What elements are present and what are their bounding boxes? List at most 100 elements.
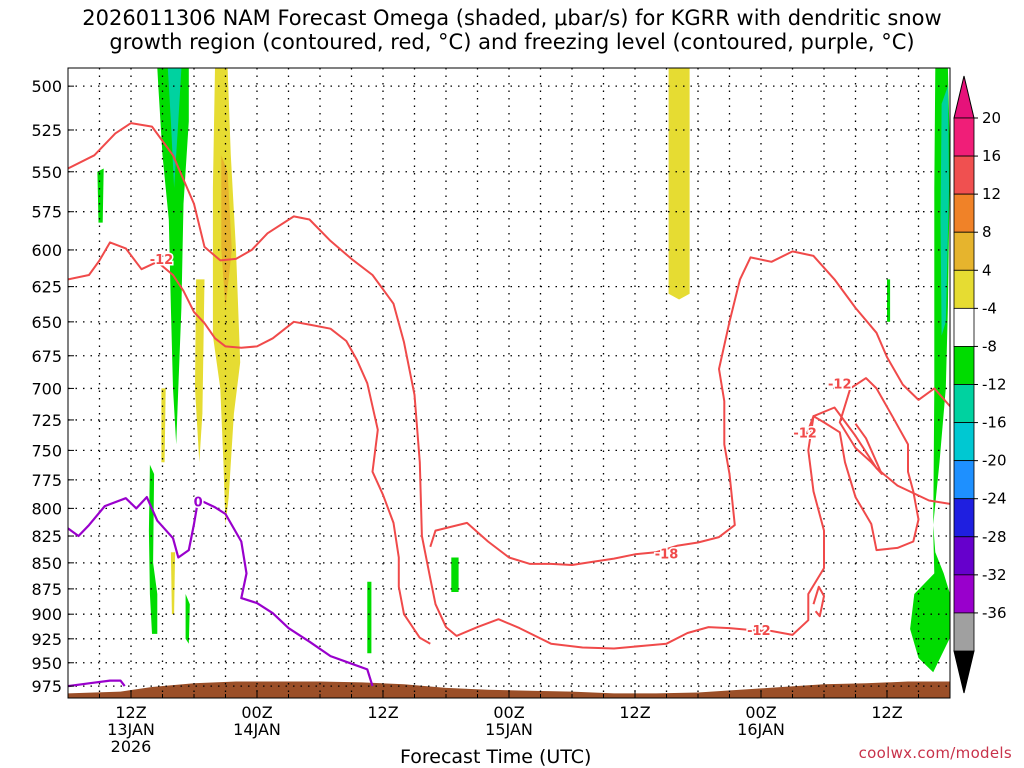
omega-region-1 xyxy=(167,68,182,188)
y-tick-label-925: 925 xyxy=(31,630,62,649)
colorbar-label-12: 12 xyxy=(982,185,1001,203)
omega-region-2 xyxy=(97,168,104,223)
colorbar-segment-5 xyxy=(953,307,975,347)
y-tick-label-800: 800 xyxy=(31,499,62,518)
colorbar: 20 16 12 8 4 -4 -8 -12 -16 -20 -24 -28 -32 -36 xyxy=(953,75,1007,694)
contour-label-0: -12 xyxy=(150,253,174,268)
y-tick-label-975: 975 xyxy=(31,677,62,696)
omega-region-5 xyxy=(367,581,372,654)
colorbar-segment-8 xyxy=(953,422,975,462)
omega-region-4 xyxy=(185,594,190,644)
y-axis: 500 525 550 575 600 625 650 675 700 725 750 775 800 8… xyxy=(31,77,74,696)
terrain-layer xyxy=(68,681,950,698)
x-tick-label-6-1: 13JAN xyxy=(107,720,155,739)
x-tick-label-6-0: 12Z xyxy=(115,703,146,722)
y-tick-label-650: 650 xyxy=(31,313,62,332)
y-tick-label-825: 825 xyxy=(31,527,62,546)
y-tick-label-675: 675 xyxy=(31,347,62,366)
y-tick-label-875: 875 xyxy=(31,580,62,599)
y-tick-label-500: 500 xyxy=(31,77,62,96)
y-tick-label-900: 900 xyxy=(31,605,62,624)
y-tick-label-850: 850 xyxy=(31,554,62,573)
y-tick-label-525: 525 xyxy=(31,121,62,140)
x-tick-label-54-0: 12Z xyxy=(619,703,650,722)
colorbar-segment-2 xyxy=(953,193,975,233)
colorbar-label-4: 4 xyxy=(982,261,992,279)
colorbar-segment-7 xyxy=(953,384,975,423)
contour-label-1: -12 xyxy=(828,377,852,392)
colorbar-segment-3 xyxy=(953,231,975,271)
contour-label-5: 0 xyxy=(194,496,203,511)
colorbar-over-triangle xyxy=(953,75,975,119)
omega-region-6 xyxy=(451,557,459,592)
colorbar-label--32: -32 xyxy=(982,566,1007,584)
x-tick-label-18-0: 00Z xyxy=(241,703,272,722)
contour-layer xyxy=(68,122,950,688)
freezing-contour-0 xyxy=(68,496,374,687)
contour-labels: -12 -12 -12 -18 -12 0 xyxy=(148,251,853,640)
omega-region-7 xyxy=(887,279,891,322)
x-tick-label-6-2: 2026 xyxy=(111,737,152,756)
omega-region-8 xyxy=(910,68,950,673)
y-tick-label-725: 725 xyxy=(31,411,62,430)
x-tick-label-30-0: 12Z xyxy=(367,703,398,722)
contour-label-2: -12 xyxy=(793,426,817,441)
y-tick-label-950: 950 xyxy=(31,654,62,673)
omega-region-15 xyxy=(668,68,690,300)
y-tick-label-775: 775 xyxy=(31,471,62,490)
colorbar-segment-9 xyxy=(953,460,975,500)
omega-region-0 xyxy=(157,68,189,445)
grid-lines xyxy=(68,68,950,698)
colorbar-label--16: -16 xyxy=(982,414,1007,432)
contour-label-3: -18 xyxy=(655,547,679,562)
x-tick-label-18-1: 14JAN xyxy=(233,720,281,739)
omega-region-11 xyxy=(221,155,232,308)
colorbar-label--20: -20 xyxy=(982,452,1007,470)
colorbar-label--24: -24 xyxy=(982,490,1007,508)
colorbar-under-triangle xyxy=(953,650,975,694)
colorbar-label--12: -12 xyxy=(982,376,1007,394)
colorbar-segment-0 xyxy=(953,117,975,157)
colorbar-label--28: -28 xyxy=(982,528,1007,546)
chart-title-line-1: 2026011306 NAM Forecast Omega (shaded, μ… xyxy=(82,6,942,30)
omega-region-14 xyxy=(170,552,176,615)
colorbar-segment-1 xyxy=(953,155,975,195)
y-tick-label-700: 700 xyxy=(31,379,62,398)
y-tick-label-550: 550 xyxy=(31,163,62,182)
terrain-fill xyxy=(68,681,950,698)
y-tick-label-575: 575 xyxy=(31,203,62,222)
x-axis-label: Forecast Time (UTC) xyxy=(400,746,592,768)
contour-label-4: -12 xyxy=(747,624,771,639)
site-credit: coolwx.com/models xyxy=(858,744,1012,762)
y-tick-label-625: 625 xyxy=(31,278,62,297)
y-tick-label-750: 750 xyxy=(31,441,62,460)
dgz-contour-3 xyxy=(804,377,920,552)
x-tick-label-66-1: 16JAN xyxy=(737,720,785,739)
omega-region-9 xyxy=(940,86,949,336)
colorbar-segment-10 xyxy=(953,498,975,538)
x-tick-label-42-1: 15JAN xyxy=(485,720,533,739)
omega-region-12 xyxy=(195,279,205,463)
dgz-contour-2 xyxy=(429,250,950,566)
dgz-contour-4 xyxy=(812,585,825,618)
x-tick-label-78-0: 12Z xyxy=(871,703,902,722)
colorbar-label-20: 20 xyxy=(982,109,1001,127)
freezing-contour-1 xyxy=(68,679,126,688)
colorbar-segment-6 xyxy=(953,346,975,385)
dgz-contour-0 xyxy=(68,122,950,650)
colorbar-segment-13 xyxy=(953,612,975,652)
chart-title: 2026011306 NAM Forecast Omega (shaded, μ… xyxy=(0,6,1024,54)
y-tick-label-600: 600 xyxy=(31,241,62,260)
omega-region-3 xyxy=(148,464,158,634)
dgz-contour-1 xyxy=(68,241,431,645)
colorbar-segment-12 xyxy=(953,574,975,614)
colorbar-segment-11 xyxy=(953,536,975,576)
colorbar-segment-4 xyxy=(953,269,975,309)
colorbar-label--36: -36 xyxy=(982,604,1007,622)
x-tick-label-66-0: 00Z xyxy=(745,703,776,722)
x-tick-label-42-0: 00Z xyxy=(493,703,524,722)
colorbar-label--4: -4 xyxy=(982,299,997,317)
colorbar-label-16: 16 xyxy=(982,147,1001,165)
